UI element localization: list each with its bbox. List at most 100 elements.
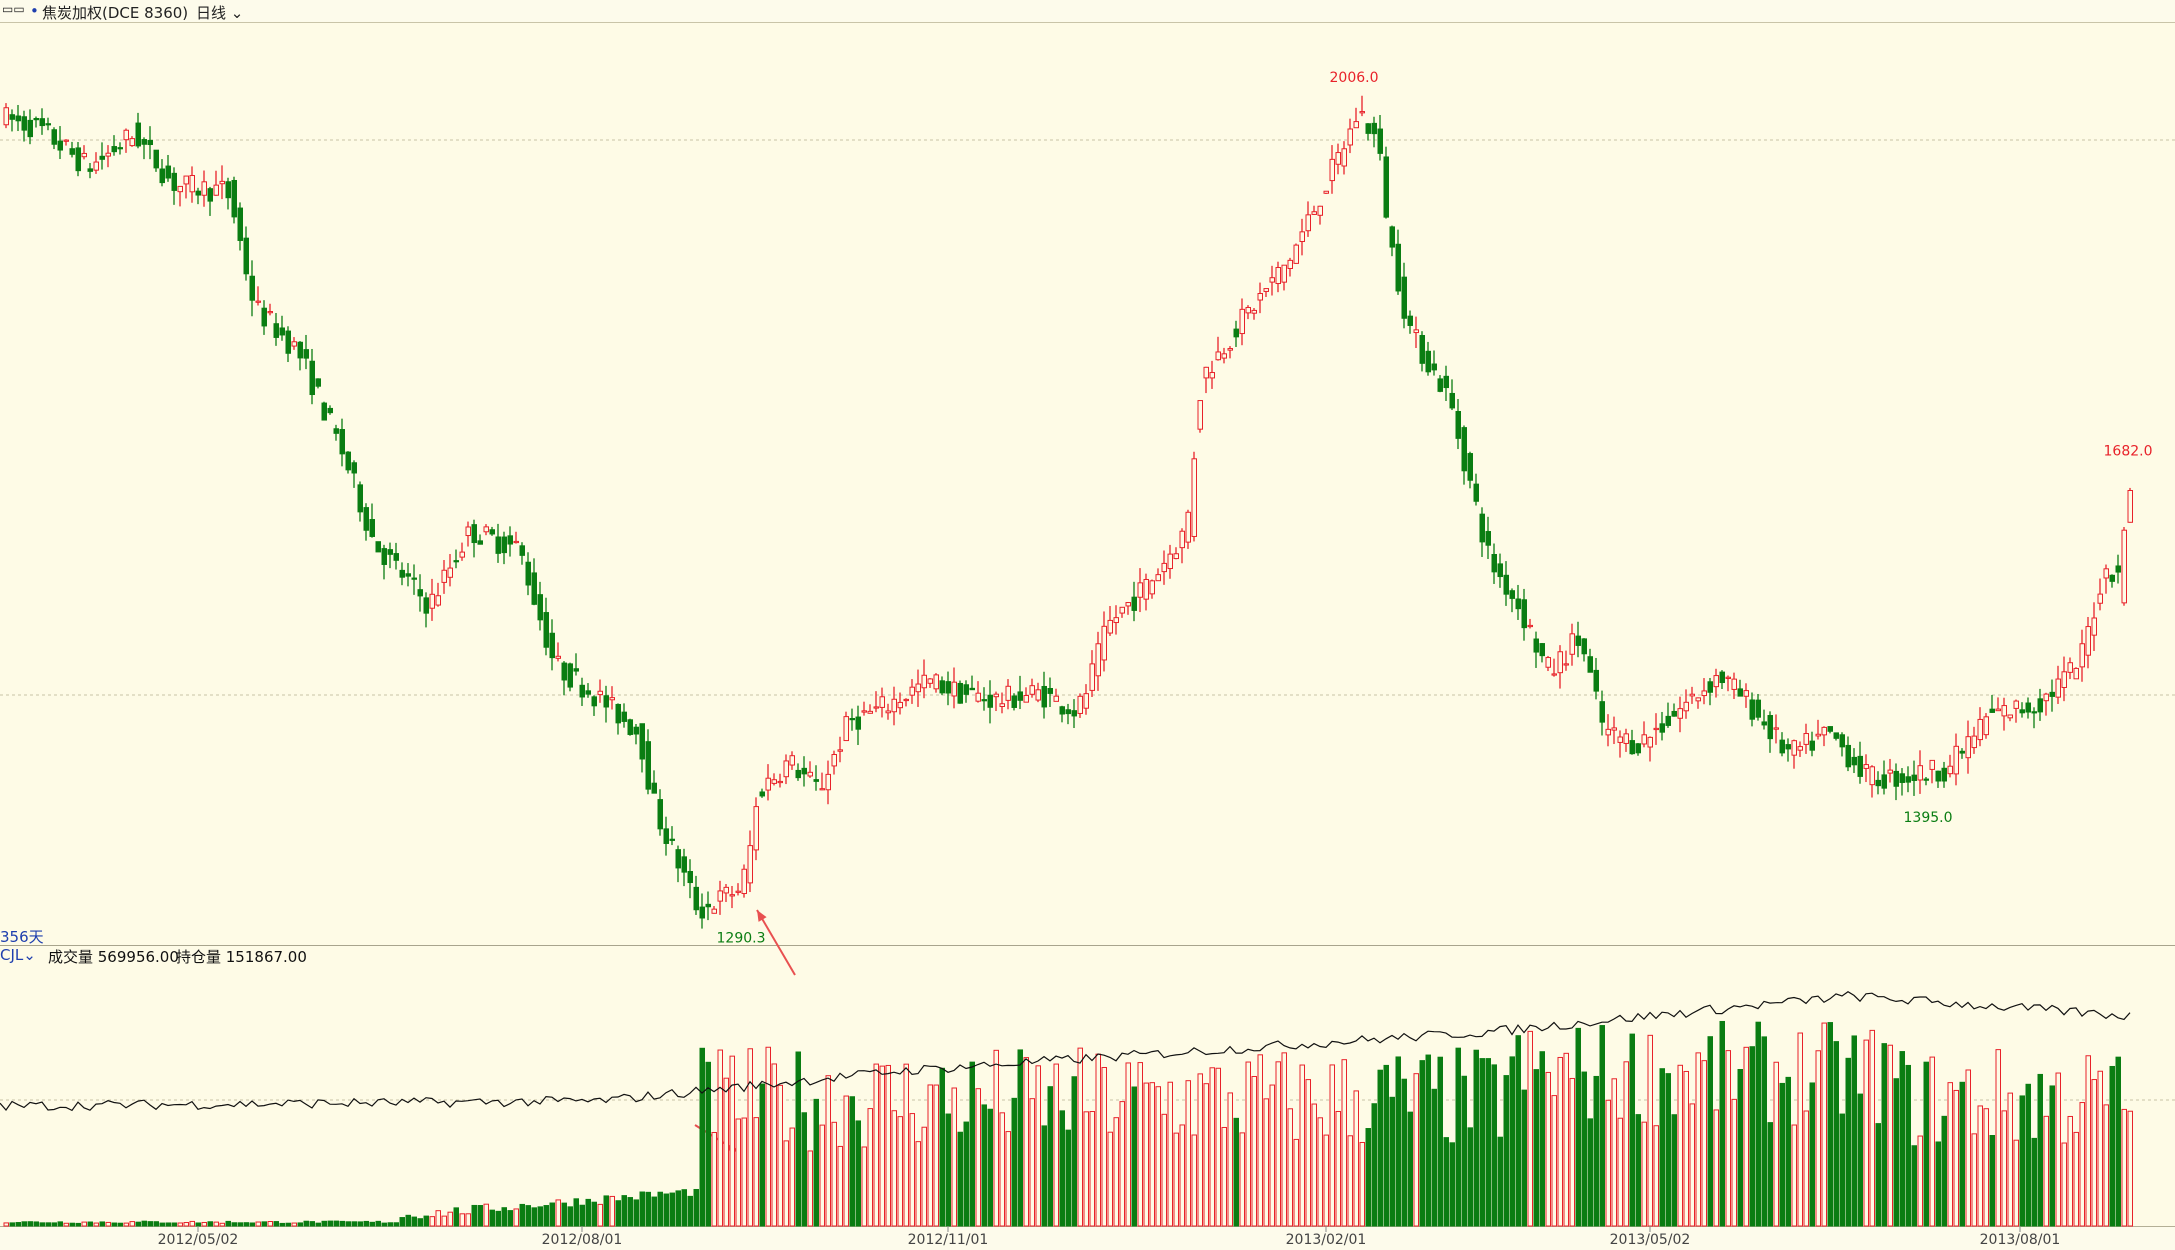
volume-bar — [51, 1222, 57, 1227]
candle-body — [573, 668, 579, 672]
candle-body — [345, 451, 351, 471]
candle-body — [9, 114, 15, 120]
candle-body — [963, 684, 969, 695]
volume-bar — [1089, 1111, 1095, 1227]
candle-body — [501, 536, 507, 554]
candle-body — [1971, 735, 1977, 749]
volume-bar — [189, 1220, 195, 1227]
candle-body — [1875, 779, 1881, 787]
candle-body — [51, 129, 57, 145]
candle-body — [267, 311, 273, 314]
volume-bar — [57, 1221, 63, 1227]
candle-body — [1149, 580, 1155, 595]
volume-bar — [345, 1221, 351, 1227]
candle-body — [45, 123, 51, 126]
volume-bar — [1245, 1061, 1251, 1227]
volume-bar — [2043, 1115, 2049, 1227]
volume-bar — [597, 1203, 603, 1227]
candle-body — [1443, 375, 1449, 389]
candle-body — [1617, 736, 1623, 743]
x-tick-label: 2013/02/01 — [1286, 1232, 1367, 1248]
volume-bar — [2115, 1056, 2121, 1227]
candle-body — [723, 886, 729, 894]
volume-bar — [1383, 1064, 1389, 1227]
candle-body — [1389, 226, 1395, 248]
volume-bar — [693, 1188, 699, 1227]
volume-bar — [1113, 1117, 1119, 1227]
candle-body — [2007, 714, 2013, 719]
volume-bar — [2019, 1095, 2025, 1227]
candle-body — [243, 237, 249, 275]
candle-body — [1977, 718, 1983, 741]
candle-body — [2103, 568, 2109, 579]
symbol-dot-icon: • — [30, 2, 39, 20]
candle-body — [1263, 288, 1269, 292]
volume-bar — [1209, 1067, 1215, 1227]
volume-bar — [1635, 1114, 1641, 1227]
volume-bar — [621, 1195, 627, 1227]
period-selector[interactable]: 日线 ⌄ — [196, 2, 243, 23]
volume-bar — [1833, 1041, 1839, 1227]
volume-bar — [843, 1095, 849, 1227]
candle-body — [1359, 111, 1365, 114]
candle-body — [1941, 767, 1947, 782]
candle-body — [1161, 562, 1167, 573]
symbol-label[interactable]: 焦炭加权(DCE 8360) — [42, 4, 189, 22]
volume-bar — [1947, 1082, 1953, 1227]
grid-icon[interactable]: ▭▭ — [2, 2, 25, 16]
candle-body — [807, 771, 813, 777]
volume-bar — [1617, 1117, 1623, 1227]
candle-body — [3, 107, 9, 126]
candle-body — [651, 782, 657, 794]
volume-label: 成交量 569956.00 — [48, 948, 179, 966]
volume-bar — [1401, 1078, 1407, 1227]
volume-bar — [483, 1203, 489, 1227]
candle-body — [1233, 328, 1239, 338]
candle-body — [1611, 727, 1617, 731]
candle-body — [1527, 624, 1533, 628]
volume-bar — [1533, 1069, 1539, 1227]
indicator-label: CJL — [0, 946, 24, 964]
indicator-selector[interactable]: CJL⌄ — [0, 946, 36, 964]
candle-body — [207, 188, 213, 202]
candle-body — [63, 139, 69, 142]
volume-bar — [1479, 1058, 1485, 1227]
arrow-head — [757, 910, 767, 922]
volume-bar — [669, 1192, 675, 1227]
volume-bar — [3, 1222, 9, 1227]
volume-bar — [1527, 1030, 1533, 1227]
candle-body — [1143, 578, 1149, 600]
volume-bar — [129, 1221, 135, 1227]
candle-body — [1593, 669, 1599, 692]
volume-bar — [759, 1083, 765, 1227]
candle-body — [1071, 710, 1077, 717]
candle-body — [81, 152, 87, 158]
candle-body — [2085, 626, 2091, 656]
volume-bar — [285, 1222, 291, 1227]
volume-bar — [1677, 1064, 1683, 1227]
volume-bar — [1239, 1132, 1245, 1227]
volume-bar — [153, 1221, 159, 1227]
candle-body — [1533, 638, 1539, 653]
candle-body — [231, 179, 237, 218]
volume-bar — [1263, 1098, 1269, 1227]
candle-body — [681, 856, 687, 873]
candle-body — [471, 524, 477, 544]
volume-bar — [1995, 1049, 2001, 1227]
volume-bar — [1641, 1121, 1647, 1227]
volume-bar — [183, 1222, 189, 1227]
volume-bar — [2127, 1110, 2133, 1227]
volume-bar — [1155, 1086, 1161, 1227]
candle-body — [1881, 774, 1887, 789]
candle-body — [1371, 122, 1377, 135]
candle-body — [1347, 128, 1353, 146]
candle-body — [1023, 695, 1029, 703]
volume-bar — [2007, 1092, 2013, 1227]
volume-bar — [585, 1198, 591, 1227]
candle-body — [1239, 308, 1245, 335]
volume-bar — [1917, 1135, 1923, 1227]
candle-body — [1137, 582, 1143, 598]
volume-bar — [15, 1222, 21, 1227]
candle-body — [1491, 554, 1497, 573]
